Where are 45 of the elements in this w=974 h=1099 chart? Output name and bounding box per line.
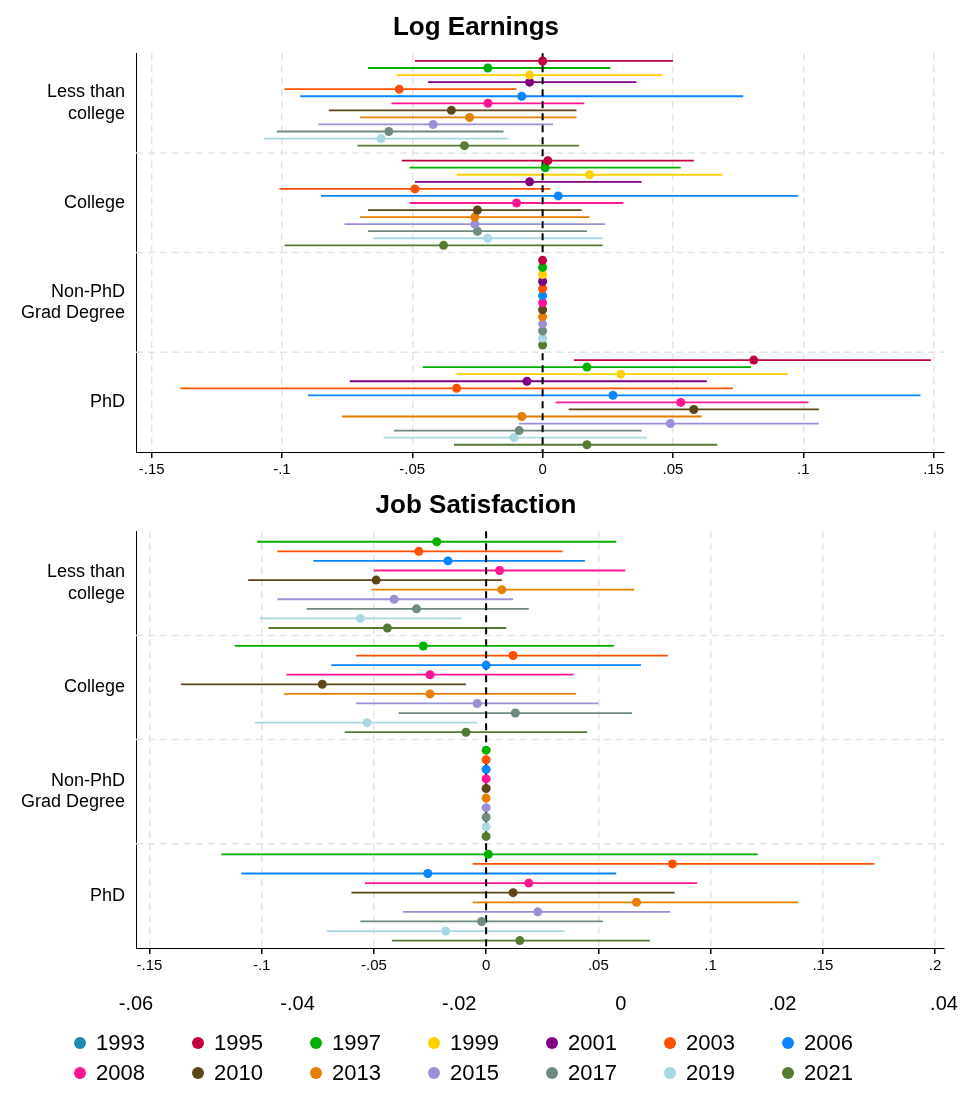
y-tick-label: PhD bbox=[89, 391, 125, 412]
x2-tick-label: -.02 bbox=[441, 991, 477, 1014]
x-tick-label: .1 bbox=[796, 460, 810, 478]
x-tick-label: 0 bbox=[481, 956, 491, 974]
legend-label: 2010 bbox=[214, 1060, 263, 1086]
x-tick-label: .05 bbox=[662, 460, 684, 478]
legend-label: 1997 bbox=[332, 1030, 381, 1056]
x2-tick-label: .04 bbox=[930, 991, 958, 1014]
x-tick-label: .15 bbox=[812, 956, 834, 974]
x-tick-label: -.15 bbox=[136, 956, 163, 974]
legend-label: 2017 bbox=[568, 1060, 617, 1086]
x2-tick-label: -.06 bbox=[118, 991, 154, 1014]
x-tick-label: -.05 bbox=[360, 956, 387, 974]
x-tick-label: .15 bbox=[923, 460, 944, 478]
y-tick-label: PhD bbox=[89, 884, 125, 905]
y-tick-label: Less than college bbox=[46, 561, 125, 604]
x2-tick-label: -.04 bbox=[280, 991, 315, 1014]
legend-label: 2008 bbox=[96, 1060, 145, 1086]
legend-label: 1995 bbox=[214, 1030, 263, 1056]
x2-tick-label: .02 bbox=[768, 991, 797, 1014]
chart-title: Log Earnings bbox=[392, 10, 560, 41]
legend-label: 1999 bbox=[450, 1030, 499, 1056]
x-tick-label: -.15 bbox=[138, 460, 165, 478]
chart-title: Job Satisfaction bbox=[375, 488, 577, 519]
legend-label: 2021 bbox=[804, 1060, 853, 1086]
x-tick-label: -.05 bbox=[399, 460, 426, 478]
legend-label: 2013 bbox=[332, 1060, 381, 1086]
x-tick-label: 0 bbox=[538, 460, 547, 478]
legend-label: 2003 bbox=[686, 1030, 735, 1056]
x-tick-label: .1 bbox=[704, 956, 717, 974]
x-tick-label: -.1 bbox=[273, 460, 291, 478]
x2-tick-label: 0 bbox=[615, 991, 627, 1014]
y-tick-label: College bbox=[63, 676, 125, 697]
y-tick-label: Non-PhD Grad Degree bbox=[20, 280, 125, 323]
legend-label: 2006 bbox=[804, 1030, 853, 1056]
y-tick-label: Non-PhD Grad Degree bbox=[20, 769, 125, 812]
legend-label: 2019 bbox=[686, 1060, 735, 1086]
legend-label: 1993 bbox=[96, 1030, 145, 1056]
y-tick-label: Less than college bbox=[46, 81, 125, 123]
x-tick-label: .05 bbox=[587, 956, 609, 974]
x-tick-label: .2 bbox=[928, 956, 942, 974]
legend-label: 2015 bbox=[450, 1060, 499, 1086]
x-tick-label: -.1 bbox=[252, 956, 271, 974]
y-tick-label: College bbox=[63, 191, 125, 212]
legend-label: 2001 bbox=[568, 1030, 617, 1056]
